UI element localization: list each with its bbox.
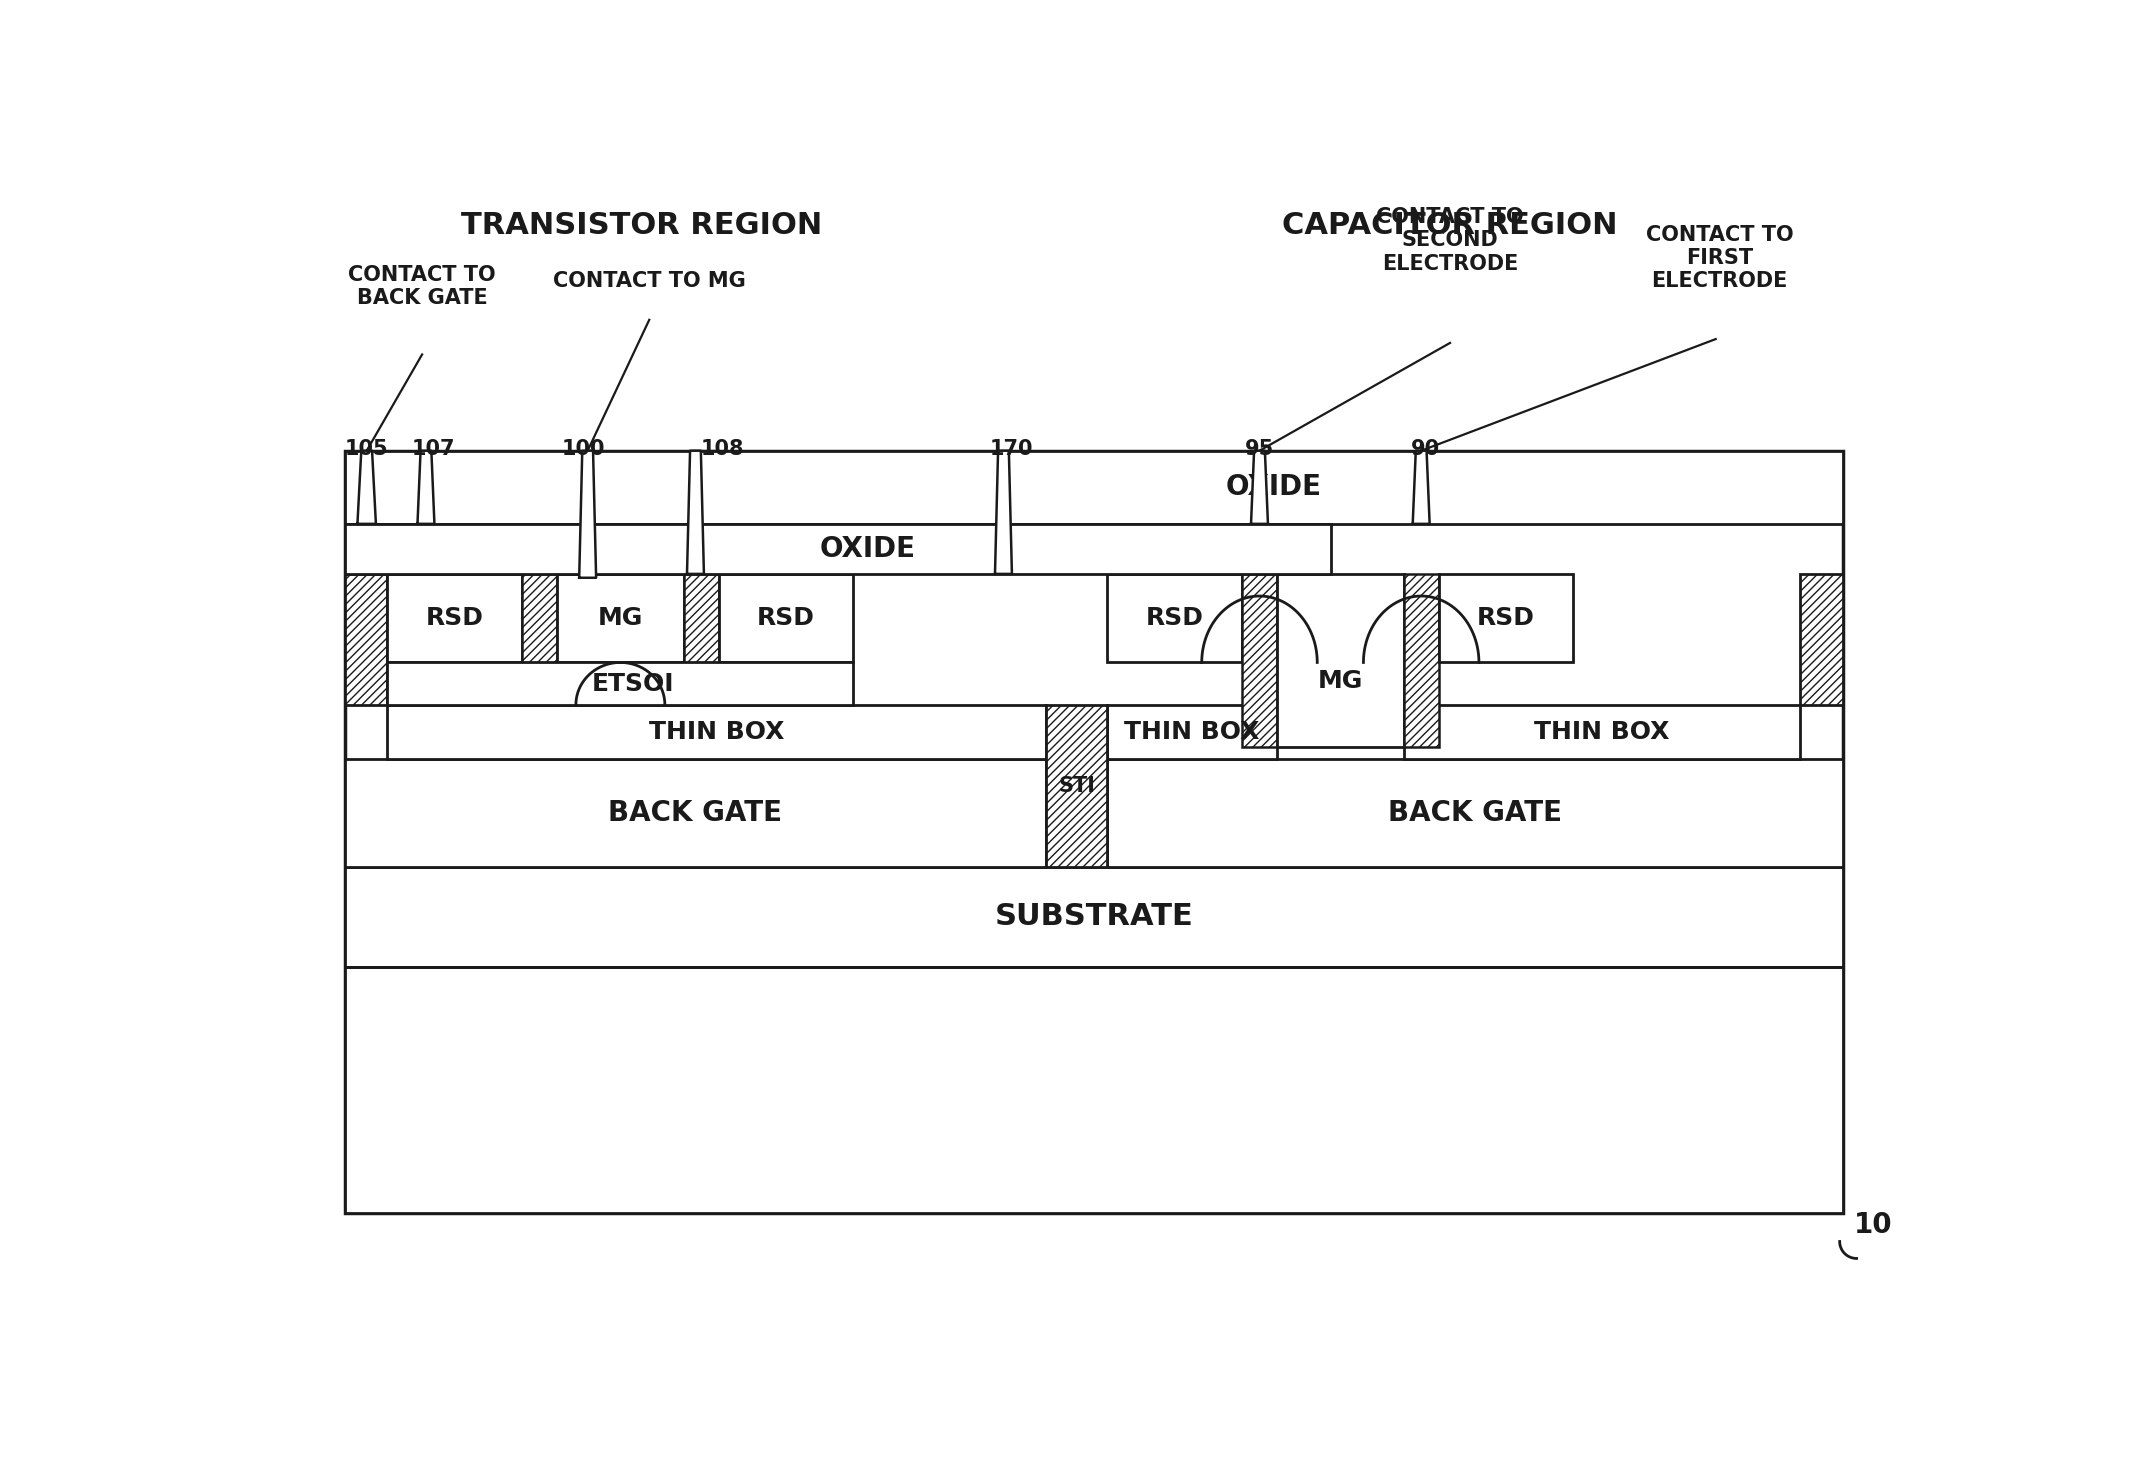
- Polygon shape: [580, 451, 595, 578]
- Polygon shape: [418, 451, 435, 523]
- Polygon shape: [994, 451, 1011, 573]
- Text: 170: 170: [990, 439, 1032, 460]
- Text: RSD: RSD: [757, 606, 815, 630]
- Bar: [346, 758, 1045, 866]
- Text: TRANSISTOR REGION: TRANSISTOR REGION: [461, 210, 821, 239]
- Text: ETSOI: ETSOI: [591, 671, 674, 696]
- Bar: [346, 967, 1843, 1213]
- Polygon shape: [687, 451, 704, 573]
- Text: MG: MG: [1318, 670, 1363, 693]
- Text: CONTACT TO
BACK GATE: CONTACT TO BACK GATE: [348, 265, 495, 309]
- Bar: [1241, 573, 1278, 748]
- Text: CONTACT TO
SECOND
ELECTRODE: CONTACT TO SECOND ELECTRODE: [1376, 207, 1523, 273]
- Text: THIN BOX: THIN BOX: [648, 720, 785, 743]
- Text: 95: 95: [1246, 439, 1273, 460]
- Text: 100: 100: [563, 439, 606, 460]
- Bar: [388, 662, 853, 705]
- Text: THIN BOX: THIN BOX: [1534, 720, 1670, 743]
- Bar: [388, 705, 1045, 758]
- Text: RSD: RSD: [427, 606, 484, 630]
- Bar: [1438, 573, 1574, 662]
- Bar: [388, 573, 523, 662]
- Bar: [1107, 705, 1278, 758]
- Text: BACK GATE: BACK GATE: [1389, 798, 1561, 826]
- Text: 105: 105: [346, 439, 388, 460]
- Text: CAPACITOR REGION: CAPACITOR REGION: [1282, 210, 1617, 239]
- Bar: [346, 573, 388, 705]
- Polygon shape: [1252, 451, 1267, 523]
- Bar: [1404, 705, 1800, 758]
- Bar: [1278, 573, 1404, 748]
- Polygon shape: [358, 451, 375, 523]
- Text: STI: STI: [1058, 776, 1094, 795]
- Text: 90: 90: [1410, 439, 1440, 460]
- Text: 10: 10: [1854, 1210, 1892, 1239]
- Bar: [346, 523, 1331, 573]
- Bar: [1045, 705, 1107, 866]
- Bar: [523, 573, 557, 705]
- Text: 108: 108: [700, 439, 744, 460]
- Text: RSD: RSD: [1476, 606, 1536, 630]
- Text: OXIDE: OXIDE: [1226, 473, 1322, 501]
- Text: MG: MG: [597, 606, 642, 630]
- Polygon shape: [1412, 451, 1429, 523]
- Text: BACK GATE: BACK GATE: [608, 798, 783, 826]
- Text: RSD: RSD: [1145, 606, 1203, 630]
- Text: OXIDE: OXIDE: [819, 535, 915, 563]
- Bar: [557, 573, 685, 662]
- Bar: [1404, 573, 1438, 748]
- Bar: [719, 573, 853, 662]
- Bar: [346, 451, 1843, 1213]
- Text: CONTACT TO MG: CONTACT TO MG: [552, 272, 747, 291]
- Bar: [1107, 573, 1241, 662]
- Bar: [685, 573, 719, 705]
- Bar: [1107, 758, 1843, 866]
- Text: 107: 107: [412, 439, 456, 460]
- Bar: [346, 866, 1843, 967]
- Bar: [346, 451, 1843, 523]
- Bar: [1800, 573, 1843, 705]
- Text: SUBSTRATE: SUBSTRATE: [994, 902, 1192, 931]
- Text: CONTACT TO
FIRST
ELECTRODE: CONTACT TO FIRST ELECTRODE: [1647, 225, 1794, 291]
- Text: THIN BOX: THIN BOX: [1124, 720, 1261, 743]
